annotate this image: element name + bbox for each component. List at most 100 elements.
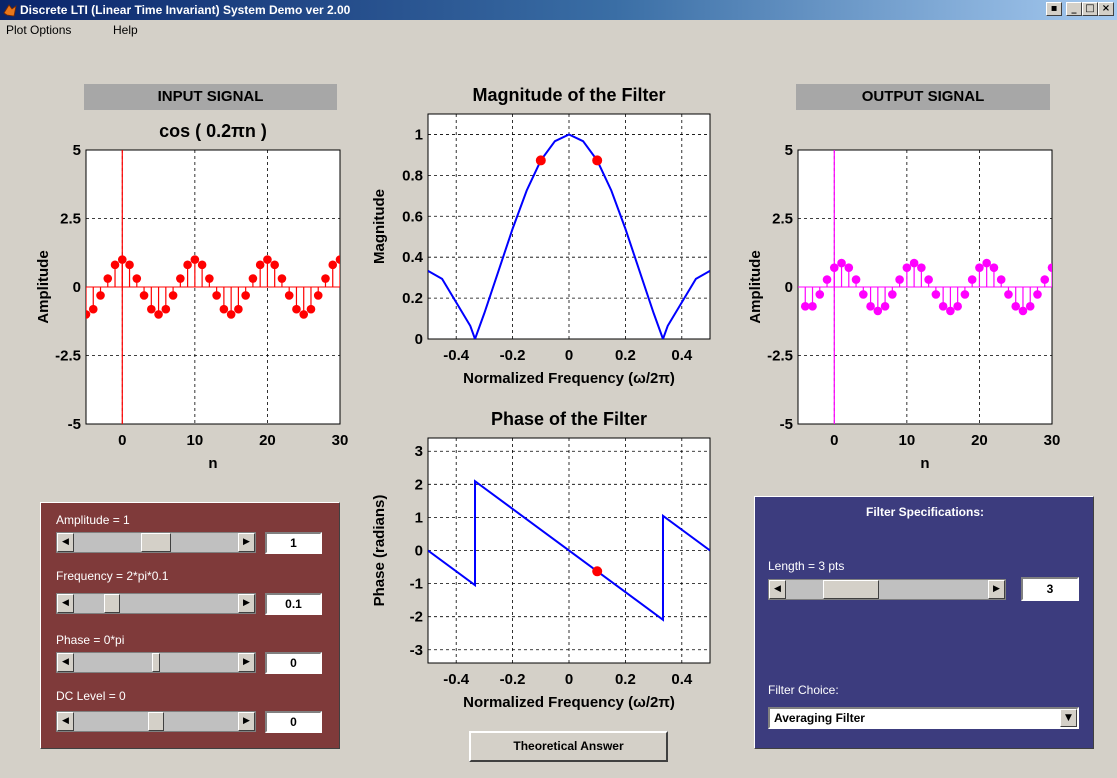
slider-right-arrow-icon[interactable]: ▶: [988, 580, 1005, 599]
x-tick-label: 10: [899, 432, 916, 449]
stem-marker: [197, 260, 207, 270]
menu-plot-options[interactable]: Plot Options: [6, 23, 72, 37]
slider-thumb[interactable]: [152, 653, 160, 672]
slider-left-arrow-icon[interactable]: ◀: [769, 580, 786, 599]
stem-marker: [132, 274, 142, 283]
y-tick-label: 1: [415, 126, 423, 143]
maximize-button[interactable]: □: [1082, 2, 1098, 16]
frequency-slider[interactable]: ◀ ▶: [56, 593, 256, 614]
stem-marker: [154, 310, 163, 319]
amplitude-slider[interactable]: ◀ ▶: [56, 532, 256, 553]
plot-content: [428, 479, 710, 622]
menu-help[interactable]: Help: [113, 23, 138, 37]
dc-level-field[interactable]: 0: [265, 711, 322, 733]
chart-title: Phase of the Filter: [491, 409, 647, 429]
x-tick-label: -0.4: [443, 347, 470, 364]
slider-left-arrow-icon[interactable]: ◀: [57, 653, 74, 672]
stem-marker: [103, 274, 113, 283]
slider-right-arrow-icon[interactable]: ▶: [238, 533, 255, 552]
y-axis-label: Amplitude: [35, 250, 52, 323]
y-tick-label: -5: [68, 416, 81, 433]
x-tick-label: 30: [332, 432, 349, 449]
dc-level-slider[interactable]: ◀ ▶: [56, 711, 256, 732]
slider-thumb[interactable]: [141, 533, 171, 552]
dropdown-arrow-icon[interactable]: ▼: [1060, 709, 1077, 727]
x-tick-label: 0: [565, 671, 573, 688]
dock-icon[interactable]: ▪: [1046, 2, 1062, 16]
x-axis-label: Normalized Frequency (ω/2π): [463, 694, 675, 711]
filter-choice-select[interactable]: Averaging Filter ▼: [768, 707, 1079, 729]
slider-thumb[interactable]: [148, 712, 164, 731]
frequency-marker: [535, 155, 546, 166]
x-tick-label: 0.2: [615, 347, 636, 364]
slider-left-arrow-icon[interactable]: ◀: [57, 594, 74, 613]
response-line: [428, 133, 710, 339]
stem-marker: [1040, 275, 1050, 284]
x-tick-label: 20: [259, 432, 276, 449]
slider-thumb[interactable]: [822, 580, 879, 599]
stem-marker: [909, 258, 919, 268]
slider-left-arrow-icon[interactable]: ◀: [57, 533, 74, 552]
x-tick-label: 20: [971, 432, 988, 449]
stem-marker: [117, 255, 127, 264]
plot-content: [428, 133, 710, 339]
stem-marker: [1025, 302, 1035, 311]
phase-label: Phase = 0*pi: [56, 633, 125, 647]
frequency-marker: [592, 155, 603, 166]
filter-panel: Filter Specifications: Length = 3 pts ◀ …: [754, 496, 1094, 749]
stem-marker: [895, 275, 904, 284]
slider-left-arrow-icon[interactable]: ◀: [57, 712, 74, 731]
stem-marker: [1033, 290, 1042, 299]
y-tick-label: -2.5: [767, 348, 793, 365]
length-slider[interactable]: ◀ ▶: [768, 579, 1006, 600]
x-tick-label: 10: [187, 432, 204, 449]
phase-field[interactable]: 0: [265, 652, 322, 674]
stem-marker: [299, 310, 309, 319]
slider-right-arrow-icon[interactable]: ▶: [238, 653, 255, 672]
y-tick-label: 0: [415, 543, 423, 560]
stem-marker: [953, 302, 962, 311]
stem-marker: [176, 274, 185, 283]
window-title: Discrete LTI (Linear Time Invariant) Sys…: [20, 3, 351, 17]
stem-marker: [917, 263, 926, 272]
menu-bar: Plot Options Help: [0, 20, 1117, 40]
input-controls-panel: Amplitude = 1 ◀ ▶ 1 Frequency = 2*pi*0.1…: [40, 502, 340, 749]
y-tick-label: 5: [785, 142, 793, 159]
phase-slider[interactable]: ◀ ▶: [56, 652, 256, 673]
y-tick-label: 0: [73, 279, 81, 296]
title-bar[interactable]: Discrete LTI (Linear Time Invariant) Sys…: [0, 0, 1117, 20]
plot-content: [86, 150, 340, 424]
stem-marker: [277, 274, 287, 283]
minimize-button[interactable]: _: [1066, 2, 1082, 16]
close-button[interactable]: ×: [1098, 2, 1114, 16]
frequency-field[interactable]: 0.1: [265, 593, 322, 615]
stem-marker: [844, 263, 854, 272]
stem-marker: [183, 260, 192, 270]
stem-marker: [284, 291, 294, 300]
length-field[interactable]: 3: [1021, 577, 1079, 601]
stem-marker: [306, 304, 316, 314]
y-tick-label: -5: [780, 416, 793, 433]
stem-marker: [888, 290, 897, 299]
plot-area: [427, 113, 711, 340]
slider-right-arrow-icon[interactable]: ▶: [238, 712, 255, 731]
stem-marker: [822, 275, 832, 284]
y-tick-label: 0: [415, 331, 423, 348]
stem-marker: [321, 274, 330, 283]
stem-marker: [219, 304, 229, 314]
amplitude-field[interactable]: 1: [265, 532, 322, 554]
stem-marker: [139, 291, 149, 300]
x-axis-label: n: [208, 455, 217, 472]
input-plot-title: cos ( 0.2πn ): [159, 121, 267, 141]
stem-marker: [270, 260, 279, 270]
slider-right-arrow-icon[interactable]: ▶: [238, 594, 255, 613]
chart-title: Magnitude of the Filter: [473, 85, 666, 105]
stem-marker: [989, 263, 999, 272]
slider-thumb[interactable]: [103, 594, 120, 613]
stem-marker: [873, 306, 883, 316]
stem-marker: [851, 275, 861, 284]
theoretical-answer-button[interactable]: Theoretical Answer: [469, 731, 668, 762]
y-tick-label: 0.2: [402, 290, 423, 307]
y-tick-label: -2.5: [55, 348, 81, 365]
stem-marker: [982, 258, 991, 268]
